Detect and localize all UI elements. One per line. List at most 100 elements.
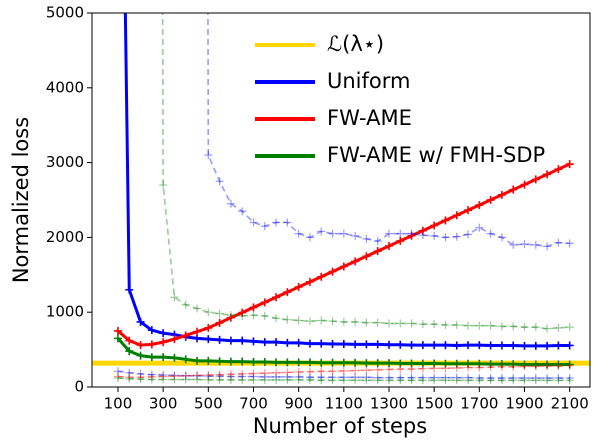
point-marker: [283, 315, 292, 324]
point-marker: [373, 247, 382, 256]
series-line: [207, 13, 570, 248]
point-marker: [226, 199, 235, 208]
point-marker: [339, 262, 348, 271]
point-marker: [215, 372, 224, 381]
point-marker: [543, 376, 552, 385]
point-marker: [204, 151, 213, 160]
point-marker: [328, 373, 337, 382]
point-marker: [497, 360, 506, 369]
point-marker: [260, 375, 269, 384]
point-marker: [339, 376, 348, 385]
point-marker: [384, 359, 393, 368]
point-marker: [430, 373, 439, 382]
point-marker: [272, 218, 281, 227]
point-marker: [181, 355, 190, 364]
point-marker: [396, 365, 405, 374]
point-marker: [464, 321, 473, 330]
point-marker: [272, 314, 281, 323]
point-marker: [520, 374, 529, 383]
point-marker: [193, 327, 202, 336]
point-marker: [520, 341, 529, 350]
point-marker: [362, 340, 371, 349]
point-marker: [170, 293, 179, 302]
point-marker: [351, 340, 360, 349]
x-tick-label: 300: [149, 395, 178, 413]
point-marker: [283, 288, 292, 297]
point-marker: [215, 318, 224, 327]
point-marker: [497, 376, 506, 385]
x-tick-label: 500: [194, 395, 223, 413]
point-marker: [464, 206, 473, 215]
point-marker: [531, 323, 540, 332]
point-marker: [283, 358, 292, 367]
point-marker: [509, 341, 518, 350]
point-marker: [497, 190, 506, 199]
point-marker: [497, 233, 506, 242]
point-marker: [170, 372, 179, 381]
point-marker: [113, 326, 122, 335]
x-tick-label: 1300: [370, 395, 408, 413]
point-marker: [373, 359, 382, 368]
plot-area: [92, 13, 590, 385]
point-marker: [215, 357, 224, 366]
point-marker: [554, 376, 563, 385]
point-marker: [125, 374, 134, 383]
point-marker: [452, 232, 461, 241]
point-marker: [418, 364, 427, 373]
point-marker: [170, 335, 179, 344]
point-marker: [565, 160, 574, 169]
point-marker: [328, 367, 337, 376]
point-marker: [204, 323, 213, 332]
point-marker: [136, 317, 145, 326]
plot-frame: [91, 12, 591, 388]
point-marker: [305, 358, 314, 367]
point-marker: [249, 372, 258, 381]
point-marker: [136, 373, 145, 382]
point-marker: [339, 229, 348, 238]
series-line: [117, 370, 570, 379]
point-marker: [170, 353, 179, 362]
point-marker: [543, 362, 552, 371]
point-marker: [407, 319, 416, 328]
point-marker: [294, 338, 303, 347]
point-marker: [249, 311, 258, 320]
point-marker: [475, 201, 484, 210]
point-marker: [136, 351, 145, 360]
point-marker: [554, 360, 563, 369]
point-marker: [305, 375, 314, 384]
point-marker: [475, 359, 484, 368]
point-marker: [384, 229, 393, 238]
x-tick-label: 1700: [460, 395, 498, 413]
point-marker: [328, 358, 337, 367]
point-marker: [328, 376, 337, 385]
point-marker: [159, 371, 168, 380]
point-marker: [272, 358, 281, 367]
point-marker: [362, 234, 371, 243]
point-marker: [249, 303, 258, 312]
point-marker: [294, 229, 303, 238]
point-marker: [554, 165, 563, 174]
point-marker: [159, 338, 168, 347]
point-marker: [475, 363, 484, 372]
point-marker: [407, 359, 416, 368]
point-marker: [565, 360, 574, 369]
point-marker: [475, 374, 484, 383]
point-marker: [204, 356, 213, 365]
point-marker: [193, 371, 202, 380]
point-marker: [204, 372, 213, 381]
point-marker: [215, 375, 224, 384]
point-marker: [430, 376, 439, 385]
point-marker: [204, 371, 213, 380]
point-marker: [486, 374, 495, 383]
point-marker: [396, 229, 405, 238]
point-marker: [554, 374, 563, 383]
point-marker: [475, 321, 484, 330]
point-marker: [260, 357, 269, 366]
legend-label: FW-AME: [327, 106, 412, 130]
point-marker: [159, 372, 168, 381]
point-marker: [113, 372, 122, 381]
point-marker: [351, 231, 360, 240]
point-marker: [554, 238, 563, 247]
point-marker: [430, 341, 439, 350]
point-marker: [486, 341, 495, 350]
